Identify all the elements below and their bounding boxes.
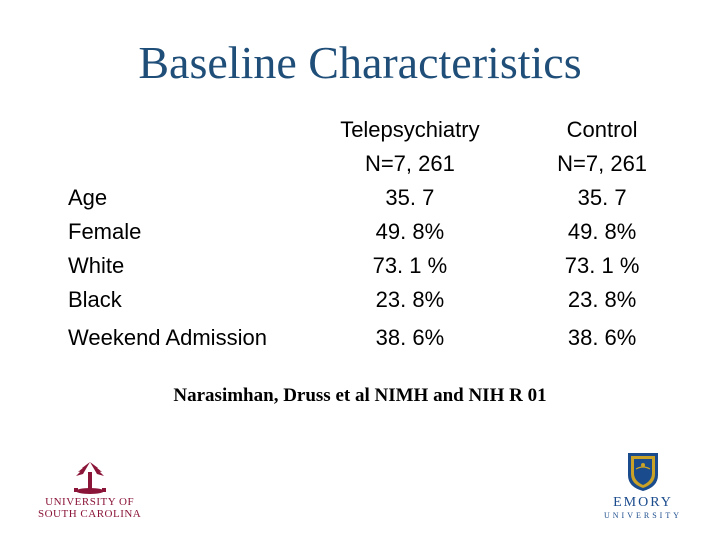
row-label: Age: [60, 181, 296, 215]
table-row: White 73. 1 % 73. 1 %: [60, 249, 680, 283]
citation: Narasimhan, Druss et al NIMH and NIH R 0…: [0, 385, 720, 407]
characteristics-table: Telepsychiatry Control N=7, 261 N=7, 261…: [0, 113, 720, 355]
col-header-telepsychiatry: Telepsychiatry: [296, 113, 525, 147]
n-label: [60, 147, 296, 181]
south-carolina-logo: UNIVERSITY OF SOUTH CAROLINA: [38, 458, 141, 520]
cell-control: 23. 8%: [524, 283, 680, 317]
cell-tele: 73. 1 %: [296, 249, 525, 283]
emory-line2: UNIVERSITY: [604, 511, 682, 520]
n-control: N=7, 261: [524, 147, 680, 181]
cell-tele: 35. 7: [296, 181, 525, 215]
emory-line1: EMORY: [613, 495, 673, 511]
table-row: Age 35. 7 35. 7: [60, 181, 680, 215]
palmetto-tree-icon: [70, 458, 110, 494]
table-row: Weekend Admission 38. 6% 38. 6%: [60, 321, 680, 355]
cell-control: 35. 7: [524, 181, 680, 215]
emory-logo: EMORY UNIVERSITY: [604, 451, 682, 520]
table-header-row: Telepsychiatry Control: [60, 113, 680, 147]
table-n-row: N=7, 261 N=7, 261: [60, 147, 680, 181]
row-label: White: [60, 249, 296, 283]
cell-control: 73. 1 %: [524, 249, 680, 283]
table-row: Black 23. 8% 23. 8%: [60, 283, 680, 317]
cell-control: 49. 8%: [524, 215, 680, 249]
table-row: Female 49. 8% 49. 8%: [60, 215, 680, 249]
cell-tele: 49. 8%: [296, 215, 525, 249]
slide-title: Baseline Characteristics: [0, 0, 720, 113]
cell-tele: 23. 8%: [296, 283, 525, 317]
row-label: Black: [60, 283, 296, 317]
cell-tele: 38. 6%: [296, 321, 525, 355]
col-header-control: Control: [524, 113, 680, 147]
sc-line2: SOUTH CAROLINA: [38, 508, 141, 520]
sc-logo-text: UNIVERSITY OF SOUTH CAROLINA: [38, 496, 141, 520]
col-header-blank: [60, 113, 296, 147]
footer-logos: UNIVERSITY OF SOUTH CAROLINA EMORY UNIVE…: [0, 451, 720, 520]
cell-control: 38. 6%: [524, 321, 680, 355]
row-label: Female: [60, 215, 296, 249]
n-telepsychiatry: N=7, 261: [296, 147, 525, 181]
emory-shield-icon: [626, 451, 660, 493]
row-label: Weekend Admission: [60, 321, 296, 355]
sc-line1: UNIVERSITY OF: [38, 496, 141, 508]
